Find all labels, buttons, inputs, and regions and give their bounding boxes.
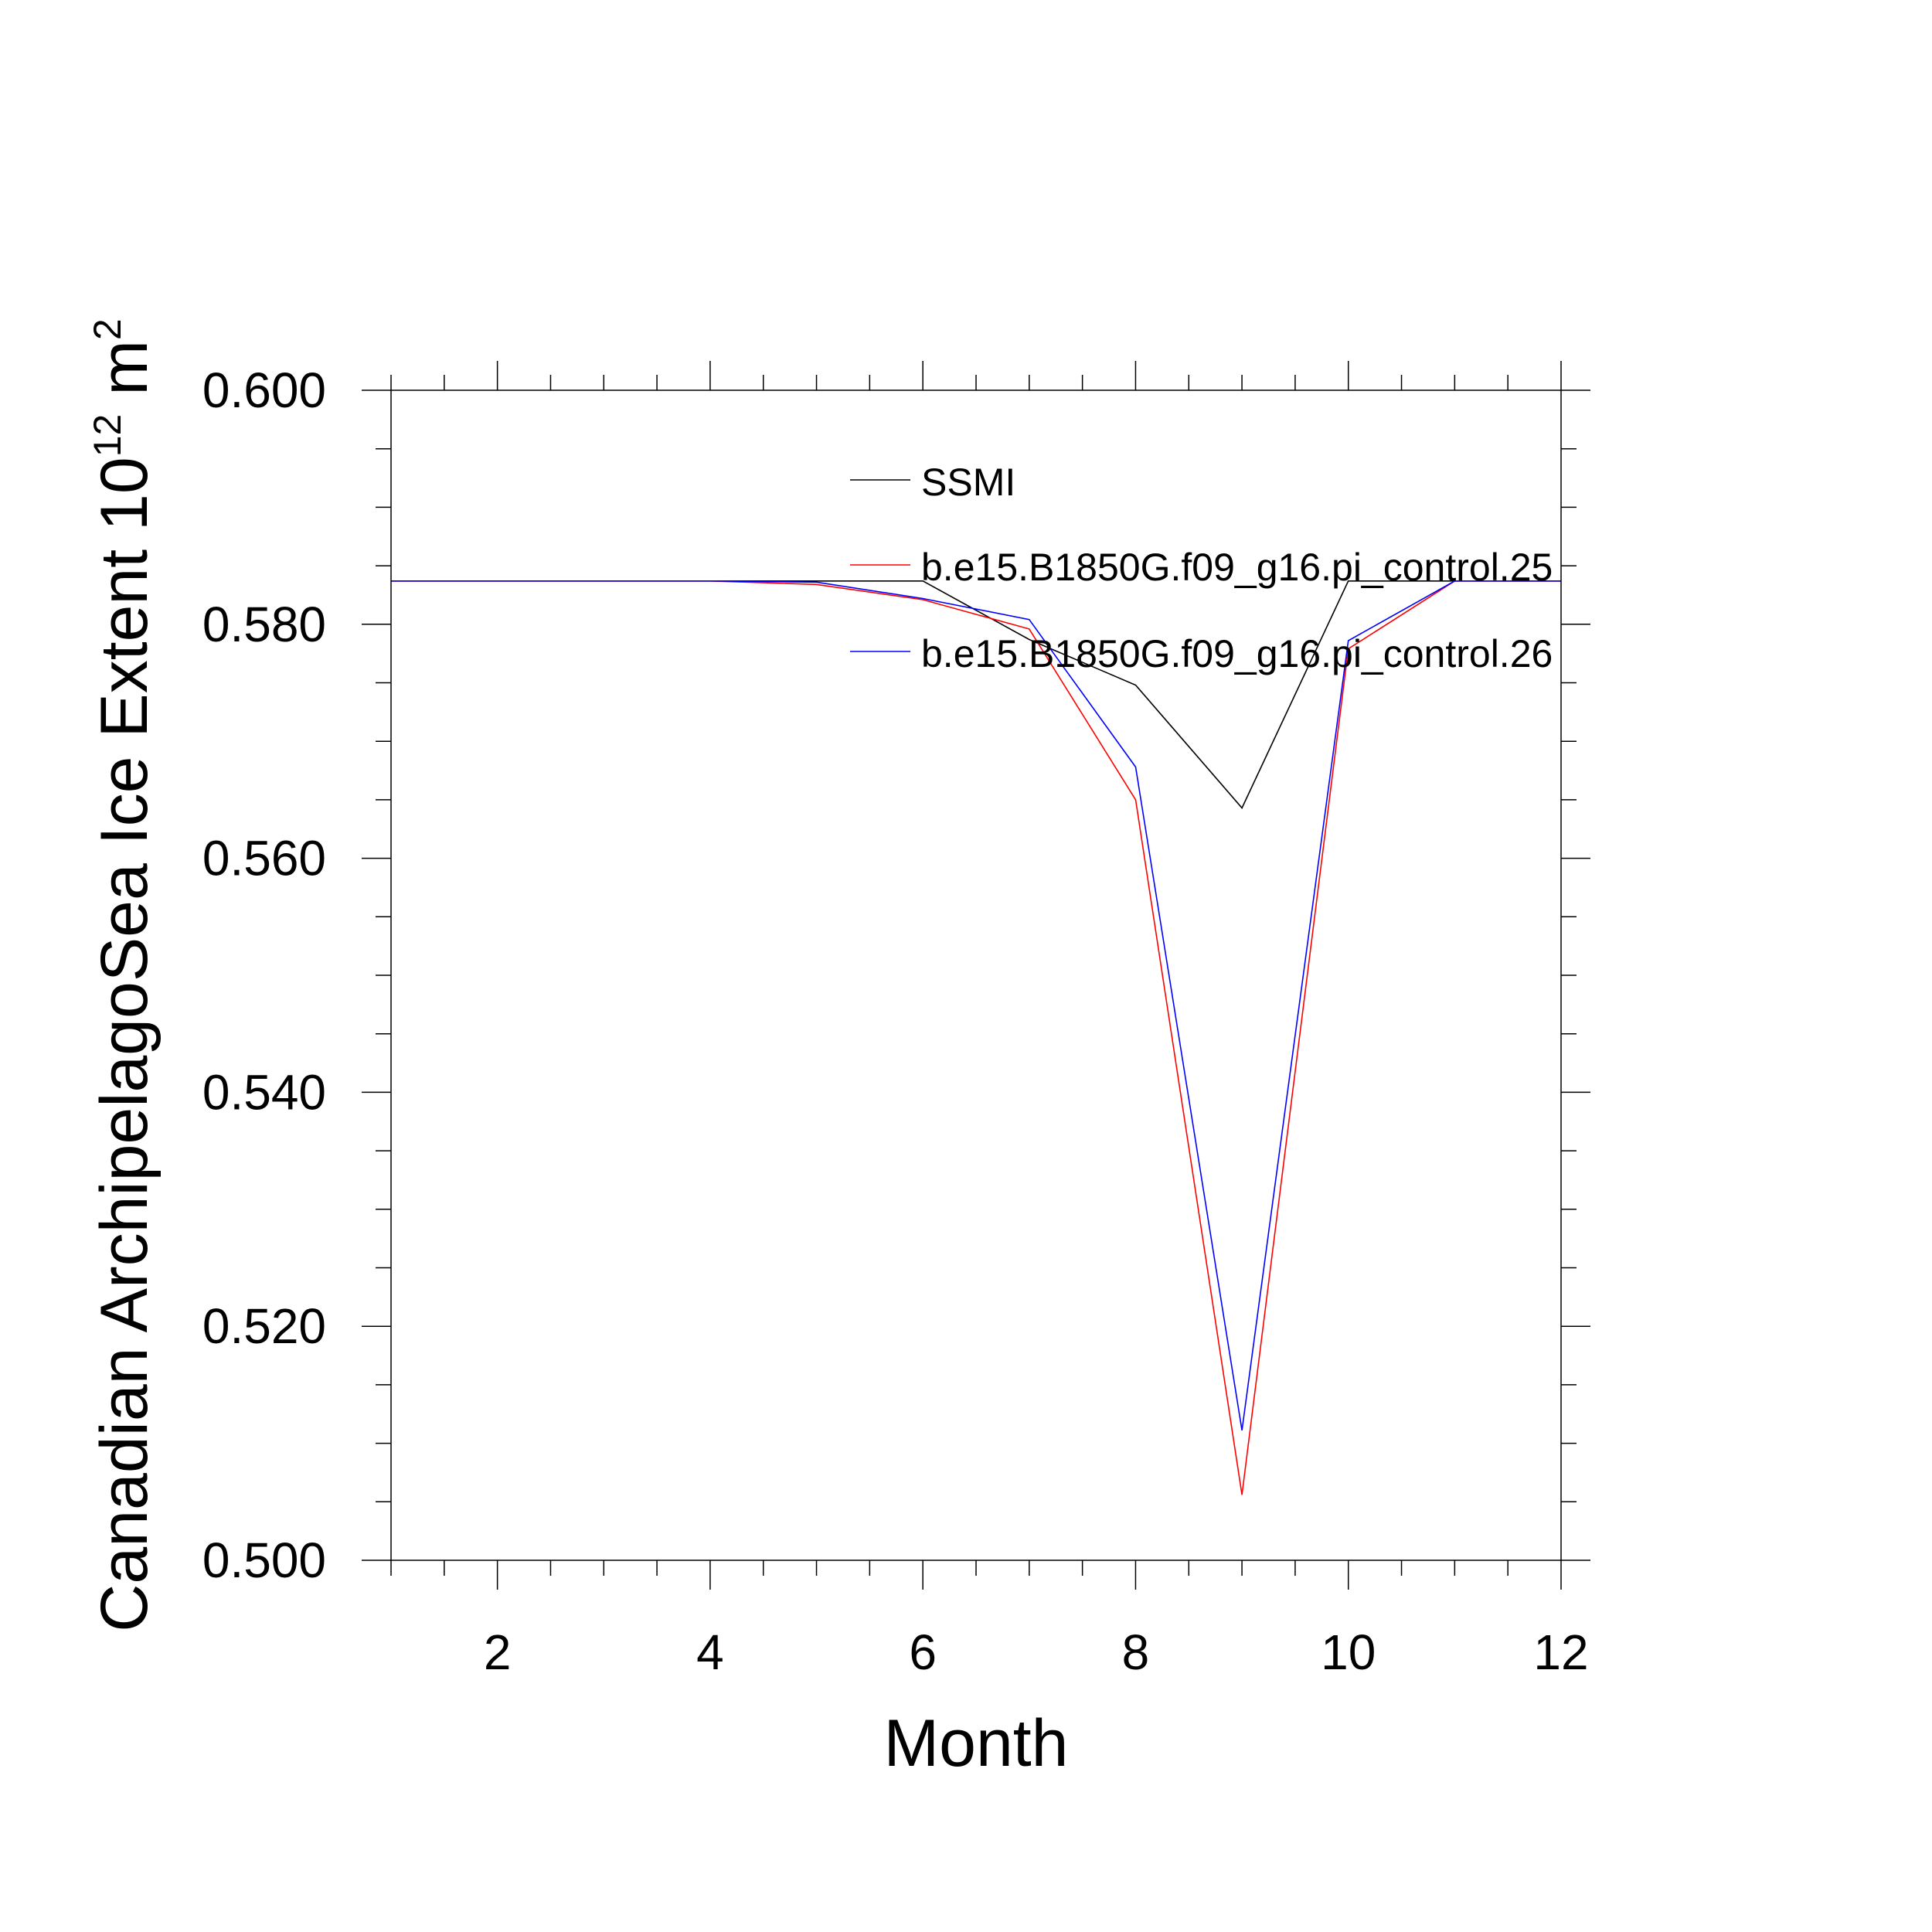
x-tick-label: 4 [696,1624,724,1680]
y-tick-label: 0.540 [202,1064,326,1120]
y-tick-label: 0.560 [202,831,326,886]
series-line [391,580,1561,1431]
plot-frame [390,389,1562,1561]
y-axis-label-main: Canadian ArchipelagoSea Ice Extent 10 [87,457,162,1631]
legend-label: SSMI [921,461,1015,504]
y-axis-label-exponent: 12 [86,414,129,457]
x-tick-label: 10 [1321,1624,1376,1680]
x-tick-label: 6 [909,1624,937,1680]
series-line [391,580,1561,809]
y-axis-label-unit-exponent: 2 [86,318,129,340]
y-tick-labels: 0.500 0.520 0.540 0.560 0.580 0.600 [202,362,326,1588]
legend-label: b.e15.B1850G.f09_g16.pi_control.26 [921,632,1553,675]
x-axis-label: Month [883,1706,1068,1781]
y-axis-label: Canadian ArchipelagoSea Ice Extent 1012 … [86,318,162,1631]
y-tick-label: 0.580 [202,597,326,652]
y-axis-label-unit: m [87,340,162,414]
y-tick-label: 0.520 [202,1298,326,1354]
x-tick-labels: 2 4 6 8 10 12 [484,1624,1589,1680]
y-tick-label: 0.500 [202,1532,326,1588]
y-tick-label: 0.600 [202,362,326,418]
legend: SSMI b.e15.B1850G.f09_g16.pi_control.25 b.… [850,461,1553,675]
series-lines [391,580,1561,1495]
x-tick-label: 2 [484,1624,512,1680]
x-tick-label: 8 [1122,1624,1150,1680]
x-tick-label: 12 [1533,1624,1588,1680]
axis-ticks [362,361,1590,1590]
legend-label: b.e15.B1850G.f09_g16.pi_control.25 [921,546,1553,589]
series-line [391,580,1561,1495]
